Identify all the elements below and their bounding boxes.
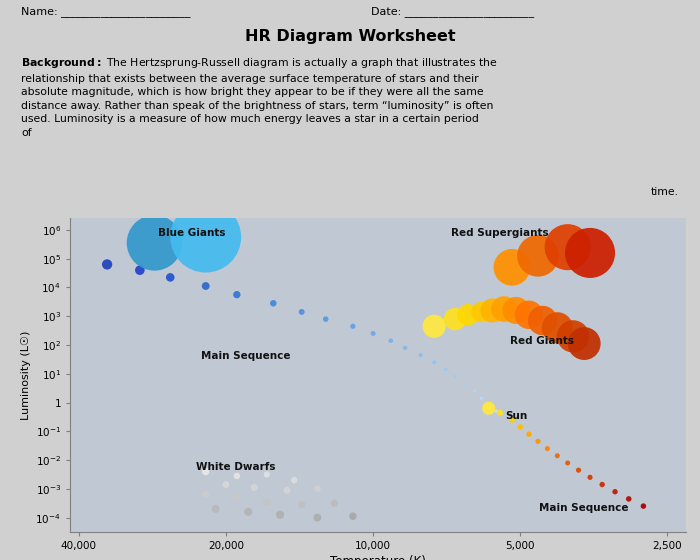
Text: time.: time. — [651, 187, 679, 197]
Point — [506, 416, 517, 424]
Point — [428, 322, 440, 331]
Point — [449, 372, 461, 381]
Point — [210, 505, 221, 514]
Point — [524, 310, 535, 319]
Point — [200, 467, 211, 476]
Point — [462, 310, 473, 319]
Point — [296, 307, 307, 316]
Point — [312, 513, 323, 522]
Point — [200, 232, 211, 241]
Point — [510, 306, 522, 315]
Point — [483, 401, 494, 410]
Point — [524, 430, 535, 438]
Point — [476, 394, 487, 403]
Point — [533, 251, 544, 260]
Point — [368, 329, 379, 338]
Point — [428, 358, 440, 367]
Point — [469, 386, 480, 395]
Point — [231, 290, 242, 299]
Point — [220, 480, 232, 489]
Point — [296, 500, 307, 509]
Point — [134, 265, 146, 274]
Text: Date: _______________________: Date: _______________________ — [371, 6, 534, 17]
Text: HR Diagram Worksheet: HR Diagram Worksheet — [245, 29, 455, 44]
Point — [449, 315, 461, 324]
Point — [231, 472, 242, 480]
Point — [102, 260, 113, 269]
Y-axis label: Luminosity (L☉): Luminosity (L☉) — [21, 330, 32, 420]
Point — [243, 507, 254, 516]
Point — [248, 483, 260, 492]
Point — [476, 307, 487, 316]
Point — [568, 332, 579, 341]
Point — [400, 343, 411, 352]
Point — [267, 299, 279, 308]
Point — [200, 282, 211, 291]
Text: Main Sequence: Main Sequence — [539, 502, 629, 512]
Point — [347, 322, 358, 331]
Point — [584, 249, 596, 258]
Point — [200, 490, 211, 499]
Point — [596, 480, 608, 489]
Point — [552, 323, 563, 332]
Text: Main Sequence: Main Sequence — [202, 352, 290, 362]
Point — [498, 305, 510, 314]
Point — [483, 401, 494, 410]
Text: Sun: Sun — [505, 412, 527, 421]
Text: Blue Giants: Blue Giants — [158, 228, 226, 239]
Point — [415, 351, 426, 360]
Point — [562, 242, 573, 251]
Point — [584, 473, 596, 482]
Point — [261, 497, 272, 506]
Point — [459, 379, 470, 388]
Point — [487, 306, 498, 315]
Text: Red Supergiants: Red Supergiants — [452, 228, 549, 239]
Point — [347, 512, 358, 521]
Point — [320, 315, 331, 324]
Point — [514, 422, 526, 431]
Point — [231, 493, 242, 502]
Point — [329, 499, 340, 508]
Point — [573, 466, 584, 475]
Text: $\mathbf{Background:}$ The Hertzsprung-Russell diagram is actually a graph that : $\mathbf{Background:}$ The Hertzsprung-R… — [21, 56, 498, 138]
Point — [610, 487, 621, 496]
Point — [506, 263, 517, 272]
Point — [312, 484, 323, 493]
Point — [274, 510, 286, 519]
Point — [562, 459, 573, 468]
Point — [491, 407, 502, 416]
Point — [533, 437, 544, 446]
Point — [537, 316, 548, 325]
X-axis label: Temperature (K): Temperature (K) — [330, 555, 426, 560]
Point — [385, 336, 396, 345]
Point — [281, 486, 293, 495]
Point — [638, 502, 649, 511]
Point — [579, 339, 590, 348]
Text: Name: _______________________: Name: _______________________ — [21, 6, 190, 17]
Point — [164, 273, 176, 282]
Point — [261, 470, 272, 479]
Point — [623, 494, 634, 503]
Point — [483, 404, 494, 413]
Text: White Dwarfs: White Dwarfs — [197, 462, 276, 472]
Point — [440, 365, 452, 374]
Point — [494, 408, 505, 417]
Point — [542, 444, 553, 453]
Point — [149, 239, 160, 248]
Text: Red Giants: Red Giants — [510, 335, 574, 346]
Point — [288, 476, 300, 485]
Point — [552, 451, 563, 460]
